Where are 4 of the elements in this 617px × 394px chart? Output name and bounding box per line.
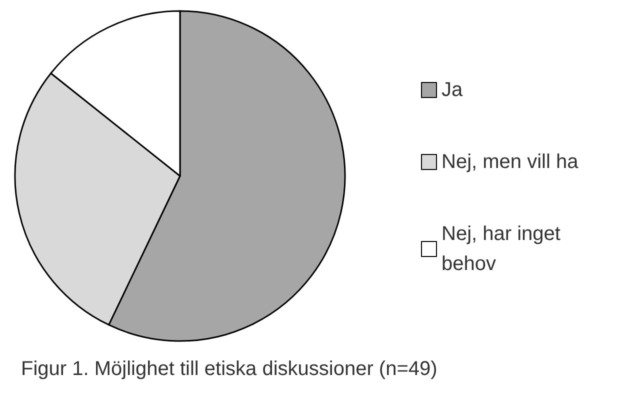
legend-label: Nej, har inget behov bbox=[442, 223, 566, 275]
legend-label: Ja bbox=[442, 79, 464, 101]
legend-label: Nej, men vill ha bbox=[442, 151, 580, 173]
text: Figur 1. Möjlighet till etiska diskussioner (n=49) bbox=[21, 358, 438, 380]
